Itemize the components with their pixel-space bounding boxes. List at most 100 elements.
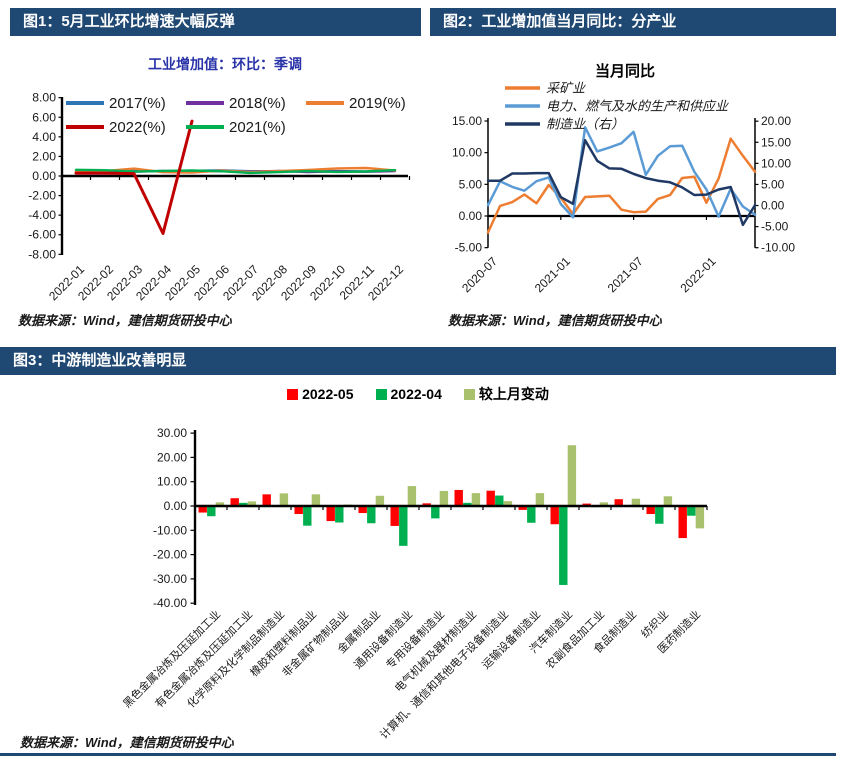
bar-较上月变动: [215, 502, 225, 506]
bar-2022-04: [239, 502, 248, 506]
svg-text:4.00: 4.00: [32, 130, 56, 144]
legend-label: 2022-04: [390, 386, 442, 402]
svg-text:-8.00: -8.00: [28, 247, 56, 261]
legend-label: 2017(%): [109, 95, 166, 112]
bar-2022-04: [367, 506, 376, 524]
svg-text:-10.00: -10.00: [761, 241, 795, 255]
figure3-banner: 图3：中游制造业改善明显: [0, 347, 836, 375]
svg-text:0.00: 0.00: [32, 169, 56, 183]
svg-text:-2.00: -2.00: [28, 189, 56, 203]
legend-swatch-green: [375, 388, 387, 400]
legend-swatch-red: [287, 388, 299, 400]
bar-2022-04: [463, 502, 472, 506]
bar-2022-04: [399, 506, 408, 546]
svg-text:5.00: 5.00: [459, 177, 483, 191]
bar-2022-04: [431, 506, 440, 519]
svg-text:30.00: 30.00: [157, 426, 187, 440]
series-采矿业: [486, 137, 757, 234]
legend-label: 2022-05: [302, 386, 354, 402]
svg-text:-30.00: -30.00: [153, 572, 187, 586]
figure1-chart-title: 工业增加值：环比：季调: [148, 56, 302, 72]
bar-较上月变动: [535, 493, 545, 506]
figure2-chart-title: 当月同比: [594, 63, 655, 80]
svg-text:-20.00: -20.00: [153, 548, 187, 562]
bar-较上月变动: [471, 493, 481, 506]
figure3-legend: 2022-05 2022-04 较上月变动: [0, 384, 836, 404]
legend-label: 2019(%): [349, 95, 406, 112]
bar-2022-05: [646, 506, 655, 515]
figure2-banner-title: 图2：工业增加值当月同比：分产业: [443, 13, 677, 30]
svg-text:15.00: 15.00: [452, 114, 482, 128]
bar-2022-05: [390, 506, 399, 526]
legend-label: 较上月变动: [478, 386, 549, 402]
legend-label: 制造业（右）: [546, 117, 624, 132]
bar-较上月变动: [663, 496, 673, 506]
x-tick-label: 2022-01: [678, 254, 719, 295]
bar-2022-05: [294, 506, 303, 515]
series-2022(%): [74, 119, 194, 235]
bar-较上月变动: [695, 506, 705, 529]
bar-2022-04: [655, 506, 664, 524]
svg-text:-10.00: -10.00: [153, 523, 187, 537]
figure3-banner-title: 图3：中游制造业改善明显: [13, 352, 187, 369]
svg-text:5.00: 5.00: [761, 177, 785, 191]
bar-较上月变动: [439, 490, 449, 506]
svg-text:20.00: 20.00: [157, 450, 187, 464]
svg-text:10.00: 10.00: [452, 146, 482, 160]
svg-text:0.00: 0.00: [459, 209, 483, 223]
svg-text:10.00: 10.00: [761, 156, 791, 170]
series-制造业（右）: [486, 138, 757, 227]
svg-text:8.00: 8.00: [32, 91, 56, 105]
legend-label: 采矿业: [546, 81, 586, 96]
bottom-divider: [0, 753, 836, 756]
bar-2022-05: [326, 506, 335, 522]
series-电力、燃气及水的生产和供应业: [486, 126, 757, 219]
bar-2022-05: [358, 506, 367, 514]
figure3-source-note: 数据来源：Wind，建信期货研投中心: [20, 735, 234, 750]
bar-较上月变动: [247, 501, 257, 506]
bar-2022-05: [582, 503, 591, 506]
bar-较上月变动: [567, 445, 577, 506]
legend-item-change: 较上月变动: [463, 384, 549, 404]
bar-2022-05: [198, 506, 207, 513]
bar-2022-05: [422, 503, 431, 506]
legend-label: 2021(%): [229, 119, 286, 136]
svg-text:0.00: 0.00: [761, 199, 785, 213]
bar-2022-04: [559, 506, 568, 585]
bar-2022-05: [678, 506, 687, 539]
bar-2022-04: [207, 506, 216, 517]
legend-swatch-olive: [463, 388, 475, 400]
legend-label: 电力、燃气及水的生产和供应业: [546, 99, 729, 114]
legend-label: 2018(%): [229, 95, 286, 112]
legend-label: 2022(%): [109, 119, 166, 136]
svg-text:-5.00: -5.00: [761, 220, 789, 234]
svg-text:0.00: 0.00: [164, 499, 188, 513]
svg-text:-5.00: -5.00: [455, 241, 483, 255]
figure1-banner-title: 图1：5月工业环比增速大幅反弹: [23, 13, 235, 30]
figure2-chart: 15.00 10.00 5.00 0.00 -5.00 20.00 15.00 10.00 5.…: [452, 81, 795, 296]
bar-较上月变动: [599, 502, 609, 506]
x-tick-label: 2021-01: [532, 254, 573, 295]
bar-2022-04: [335, 506, 344, 523]
bar-2022-04: [495, 495, 504, 506]
svg-text:-4.00: -4.00: [28, 208, 56, 222]
figure1-banner: 图1：5月工业环比增速大幅反弹: [10, 8, 421, 36]
bar-2022-04: [303, 506, 312, 526]
bar-2022-05: [486, 490, 495, 506]
legend-item-2022-05: 2022-05: [287, 386, 354, 402]
svg-text:6.00: 6.00: [32, 110, 56, 124]
x-tick-label: 2020-07: [459, 254, 500, 295]
svg-text:10.00: 10.00: [157, 475, 187, 489]
series-2021(%): [74, 168, 397, 175]
bar-较上月变动: [503, 501, 513, 506]
bar-2022-05: [614, 499, 623, 506]
svg-text:15.00: 15.00: [761, 135, 791, 149]
bar-较上月变动: [407, 486, 417, 506]
figure2-source-note: 数据来源：Wind，建信期货研投中心: [448, 313, 662, 328]
bar-2022-05: [550, 506, 559, 525]
bar-较上月变动: [311, 494, 321, 506]
svg-text:-6.00: -6.00: [28, 228, 56, 242]
x-tick-label: 2021-07: [605, 254, 646, 295]
svg-text:20.00: 20.00: [761, 114, 791, 128]
